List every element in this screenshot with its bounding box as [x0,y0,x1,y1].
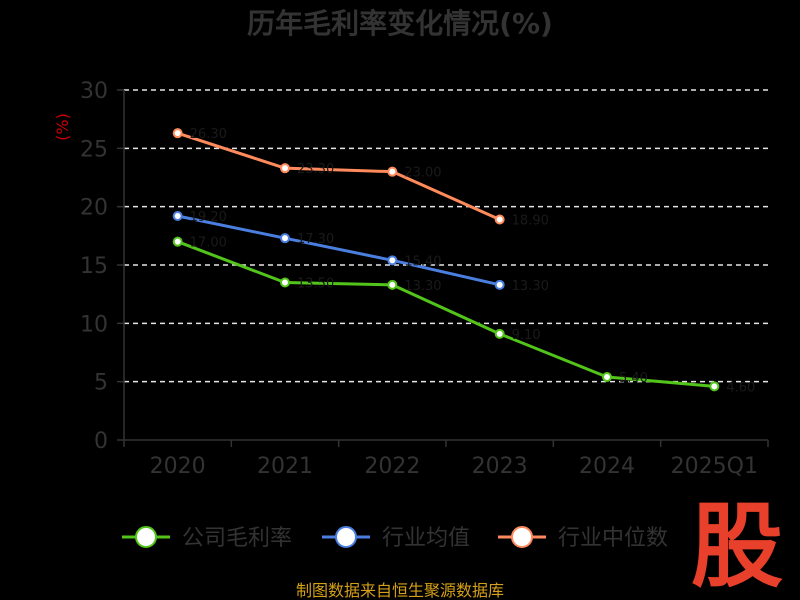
data-label-0-0: 17.00 [190,236,227,251]
series-lines: 17.00 13.50 13.30 9.10 5.40 4.60 19.20 17.30 15.… [172,127,755,395]
y-tick-label-15: 15 [80,254,108,279]
watermark-logo: 股 [691,493,783,600]
legend-label-2: 行业中位数 [558,526,668,551]
data-point-0-5 [709,381,720,392]
data-point-0-1 [280,277,290,288]
data-point-1-0 [172,211,183,221]
data-label-2-2: 23.00 [404,166,441,181]
data-label-1-3: 13.30 [512,279,549,294]
data-label-0-2: 13.30 [404,279,441,294]
data-point-1-1 [280,233,290,244]
data-label-1-0: 19.20 [190,210,227,225]
y-tick-label-0: 0 [94,429,108,454]
data-label-2-1: 23.30 [297,162,334,177]
y-axis-unit-label: (%) [53,113,72,141]
x-tick-label-2023: 2023 [472,454,528,479]
data-label-0-4: 5.40 [619,371,648,386]
data-label-2-3: 18.90 [512,214,549,229]
data-point-0-2 [387,279,398,290]
data-label-2-0: 26.30 [190,127,227,142]
series-line-1 [177,214,501,287]
legend-marker-0 [135,526,157,548]
data-label-0-1: 13.50 [297,277,334,292]
axes: 0 5 10 15 20 25 30 2020 2021 2022 2023 2024 2025Q1 [80,79,769,479]
legend-marker-1 [335,526,357,548]
data-point-2-0 [172,128,183,139]
legend: 公司毛利率 行业均值 行业中位数 [122,526,668,551]
y-tick-label-10: 10 [80,312,108,337]
data-point-2-2 [387,166,398,177]
x-tick-label-2020: 2020 [150,454,206,479]
y-tick-label-25: 25 [80,137,108,162]
legend-item-2: 行业中位数 [498,526,668,551]
y-tick-label-20: 20 [80,196,108,221]
x-tick-label-2021: 2021 [257,454,313,479]
data-label-1-2: 15.40 [404,254,441,269]
legend-label-0: 公司毛利率 [182,526,292,551]
data-point-2-1 [280,163,290,174]
data-point-1-2 [387,255,398,266]
x-tick-label-2022: 2022 [364,454,420,479]
data-point-0-4 [602,372,612,382]
data-label-0-5: 4.60 [726,380,755,395]
x-tick-label-2025Q1: 2025Q1 [671,454,758,479]
legend-label-1: 行业均值 [382,526,470,551]
legend-item-0: 公司毛利率 [122,526,292,551]
series-line-0 [177,240,715,388]
series-line-2 [177,131,501,221]
legend-marker-2 [511,526,533,548]
data-point-0-3 [494,328,505,339]
data-label-0-3: 9.10 [512,328,541,343]
legend-item-1: 行业均值 [322,526,470,551]
series-0: 17.00 13.50 13.30 9.10 5.40 4.60 [172,236,755,395]
data-point-1-3 [494,279,505,290]
data-label-1-1: 17.30 [297,232,334,247]
x-tick-label-2024: 2024 [579,454,635,479]
data-point-0-0 [172,236,183,247]
y-tick-label-30: 30 [80,79,108,104]
series-1: 19.20 17.30 15.40 13.30 [172,210,549,294]
data-point-2-3 [494,214,505,225]
y-tick-label-5: 5 [94,371,108,396]
chart-title: 历年毛利率变化情况(%) [247,7,553,40]
series-2: 26.30 23.30 23.00 18.90 [172,127,549,229]
source-note: 制图数据来自恒生聚源数据库 [296,581,504,600]
